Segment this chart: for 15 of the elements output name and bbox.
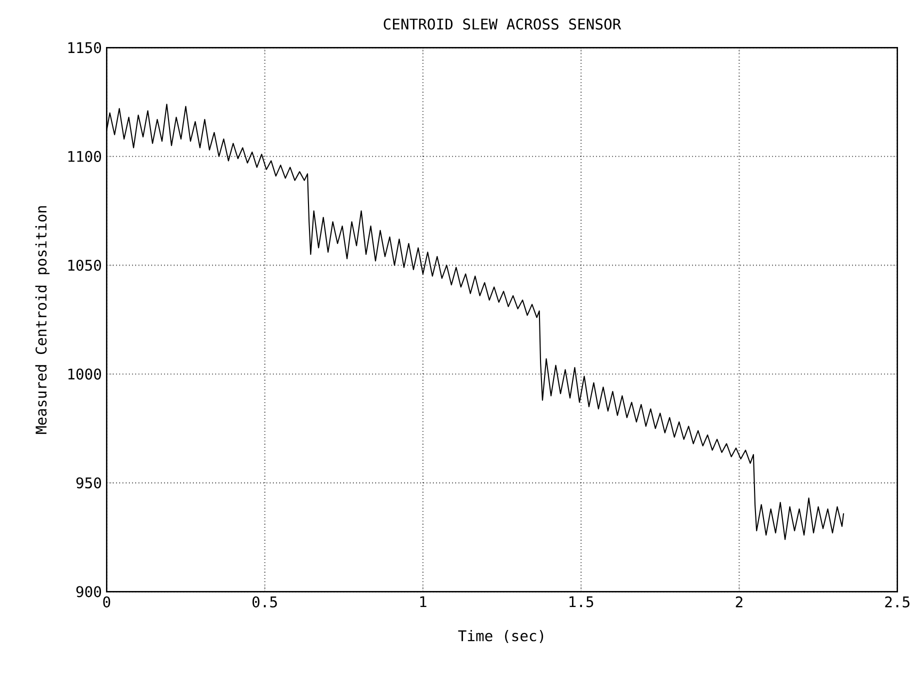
y-tick-label: 1000 [68, 368, 102, 380]
x-tick-label: 2 [736, 596, 742, 608]
y-axis-title: Measured Centroid position [35, 206, 50, 434]
y-tick-label: 1150 [68, 42, 102, 54]
x-tick-label: 1 [420, 596, 426, 608]
x-tick-label: 0.5 [252, 596, 277, 608]
x-axis-title: Time (sec) [458, 630, 544, 644]
y-tick-label: 900 [76, 586, 102, 598]
x-tick-label: 0 [103, 596, 110, 608]
y-tick-label: 950 [76, 477, 102, 488]
y-tick-label: 1050 [68, 260, 102, 271]
x-tick-label: 1.5 [570, 596, 594, 608]
x-tick-label: 2.5 [885, 596, 910, 608]
y-tick-label: 1100 [68, 150, 102, 162]
chart-title: CENTROID SLEW ACROSS SENSOR [384, 18, 622, 30]
